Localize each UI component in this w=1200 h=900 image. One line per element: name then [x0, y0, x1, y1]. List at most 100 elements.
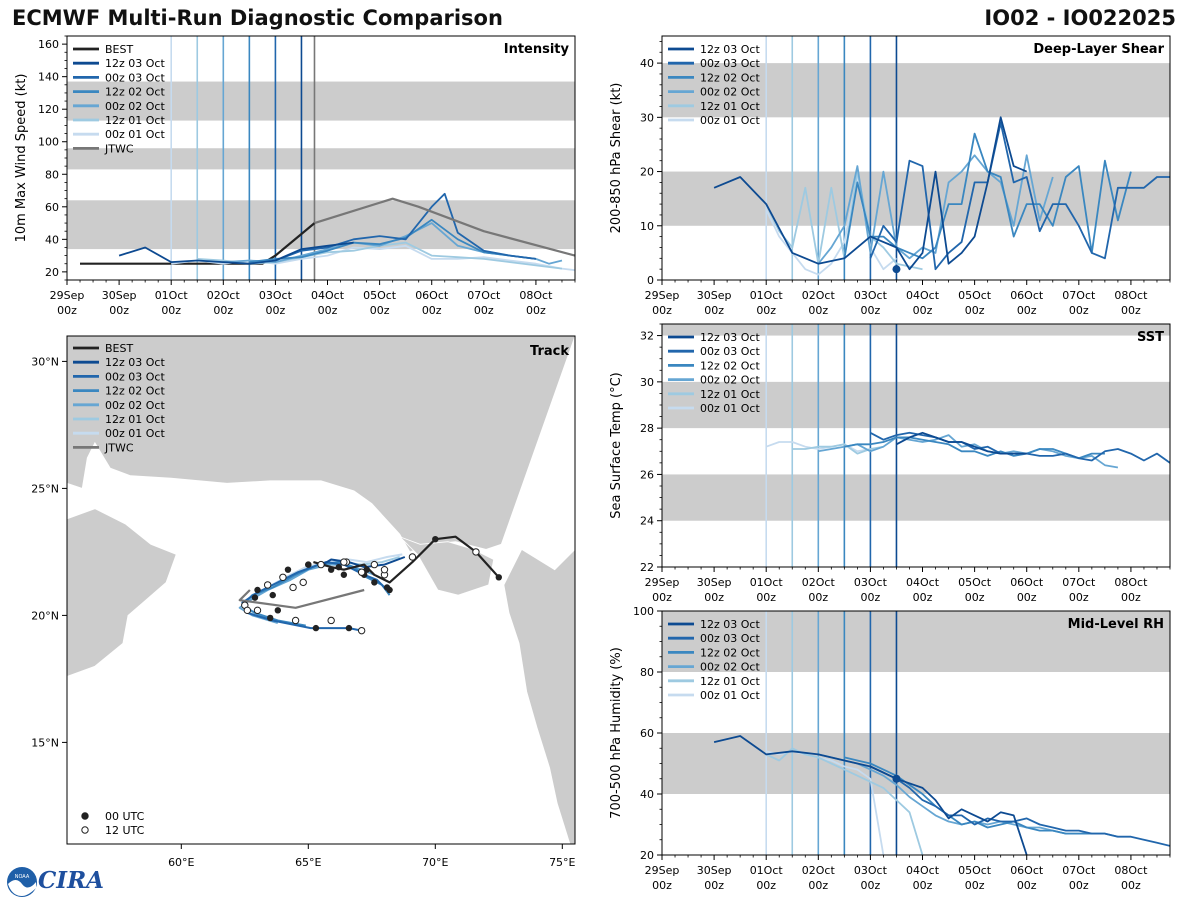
rh-xtick-label: 06Oct — [1010, 864, 1044, 877]
legend-label-jtwc: JTWC — [104, 441, 134, 454]
shear-xtick-label: 01Oct — [750, 289, 784, 302]
shear-current-marker — [892, 265, 901, 274]
rh-xtick-label: 05Oct — [958, 864, 992, 877]
track-marker-00utc — [345, 624, 353, 632]
intensity-xtick-label: 03Oct — [259, 289, 293, 302]
rh-ylabel: 700-500 hPa Humidity (%) — [609, 647, 624, 819]
intensity-xtick-label: 02Oct — [207, 289, 241, 302]
intensity-series-12z-02-oct — [249, 218, 537, 263]
sst-xtick-label: 04Oct — [906, 576, 940, 589]
rh-series-12z-01-oct — [765, 747, 924, 855]
sst-series-00z-03-oct — [869, 431, 1170, 464]
legend-label-12z-01-oct: 12z 01 Oct — [700, 675, 760, 688]
track-marker-00utc — [327, 566, 335, 573]
intensity-xtick-label: 07Oct — [467, 289, 501, 302]
rh-plot-area — [662, 611, 1170, 855]
panel-shear: 0 10 20 30 40 29Sep 00z 30Sep 00z 01Oct 00z 02Oct 00… — [609, 35, 1171, 317]
rh-xtick-label: 00z — [861, 879, 881, 892]
rh-xtick-label: 29Sep — [645, 864, 680, 877]
legend-label-00z-01-oct: 00z 01 Oct — [105, 427, 165, 440]
track-ytick-label: 30°N — [31, 355, 59, 368]
rh-ytick-label: 60 — [640, 727, 654, 740]
shear-xtick-label: 00z — [1017, 304, 1037, 317]
rh-title: Mid-Level RH — [1068, 617, 1164, 632]
sst-xtick-label: 29Sep — [645, 576, 680, 589]
shear-series-00z-01-oct — [765, 176, 898, 276]
sst-plot-area — [662, 324, 1170, 567]
shear-shade-band — [662, 63, 1170, 118]
legend-label-00z-02-oct: 00z 02 Oct — [105, 100, 165, 113]
rh-series-12z-03-oct — [713, 735, 1028, 855]
shear-xtick-label: 00z — [1121, 304, 1141, 317]
sst-series-00z-01-oct — [765, 441, 871, 453]
sst-xtick-label: 00z — [756, 591, 776, 604]
legend-label-12z-01-oct: 12z 01 Oct — [105, 114, 165, 127]
track-marker-00utc — [335, 563, 342, 571]
intensity-xtick-label: 00z — [526, 304, 546, 317]
track-marker-12utc — [253, 606, 262, 615]
shear-ylabel: 200-850 hPa Shear (kt) — [609, 83, 624, 234]
track-marker-12utc — [289, 583, 297, 592]
cira-logo: CIRA — [38, 867, 105, 894]
track-marker-12utc — [357, 568, 366, 576]
sst-ytick-label: 26 — [640, 468, 654, 481]
sst-xtick-label: 00z — [1017, 591, 1037, 604]
shear-series-12z-02-oct — [843, 132, 1132, 260]
intensity-ytick-label: 140 — [38, 71, 59, 84]
marker-legend-swatch-12-utc — [81, 826, 89, 834]
intensity-xtick-label: 08Oct — [519, 289, 553, 302]
intensity-series-jtwc — [314, 197, 575, 257]
shear-ytick-label: 40 — [640, 57, 654, 70]
track-marker-12utc — [299, 578, 307, 587]
legend-label-00z-01-oct: 00z 01 Oct — [700, 402, 760, 415]
sst-xtick-label: 03Oct — [854, 576, 888, 589]
sst-ytick-label: 28 — [640, 422, 654, 435]
legend-label-best: BEST — [105, 342, 133, 355]
intensity-xtick-label: 30Sep — [102, 289, 137, 302]
track-ytick-label: 15°N — [31, 736, 59, 749]
rh-xtick-label: 00z — [1069, 879, 1089, 892]
legend-label-00z-01-oct: 00z 01 Oct — [700, 689, 760, 702]
sst-ytick-label: 22 — [640, 561, 654, 574]
shear-ytick-label: 20 — [640, 166, 654, 179]
shear-xtick-label: 30Sep — [697, 289, 732, 302]
track-marker-00utc — [371, 579, 378, 586]
track-marker-12utc — [357, 626, 366, 635]
rh-xtick-label: 00z — [1121, 879, 1141, 892]
sst-xtick-label: 08Oct — [1114, 576, 1148, 589]
shear-xtick-label: 29Sep — [645, 289, 680, 302]
track-frame — [66, 335, 576, 845]
intensity-plot-area — [67, 36, 575, 280]
legend-label-12z-02-oct: 12z 02 Oct — [105, 385, 165, 398]
track-marker-12utc — [291, 616, 300, 625]
track-marker-00utc — [267, 614, 274, 622]
intensity-xtick-label: 00z — [57, 304, 77, 317]
rh-series-12z-02-oct — [844, 756, 1105, 835]
shear-series-00z-03-oct — [869, 121, 1170, 271]
sst-xtick-label: 01Oct — [750, 576, 784, 589]
intensity-ytick-label: 40 — [45, 233, 59, 246]
shear-xtick-label: 05Oct — [958, 289, 992, 302]
shear-xtick-label: 00z — [756, 304, 776, 317]
storm-id-title: IO02 - IO022025 — [984, 6, 1176, 30]
legend-label-00z-03-oct: 00z 03 Oct — [105, 71, 165, 84]
sst-xtick-label: 00z — [965, 591, 985, 604]
rh-xtick-label: 03Oct — [854, 864, 888, 877]
shear-ytick-label: 30 — [640, 111, 654, 124]
shear-xtick-label: 00z — [704, 304, 724, 317]
track-marker-12utc — [380, 565, 389, 574]
rh-xtick-label: 04Oct — [906, 864, 940, 877]
legend-label-12z-01-oct: 12z 01 Oct — [700, 100, 760, 113]
track-marker-12utc — [472, 548, 480, 556]
sst-xtick-label: 00z — [861, 591, 881, 604]
track-xtick-label: 70°E — [422, 856, 448, 869]
track-title: Track — [530, 344, 569, 359]
shear-ytick-label: 0 — [647, 274, 654, 287]
rh-ytick-label: 80 — [640, 666, 654, 679]
track-marker-00utc — [269, 591, 276, 599]
sst-xtick-label: 06Oct — [1010, 576, 1044, 589]
sst-shade-band — [662, 474, 1170, 521]
shear-xtick-label: 00z — [1069, 304, 1089, 317]
sst-xtick-label: 00z — [808, 591, 828, 604]
intensity-xtick-label: 00z — [422, 304, 442, 317]
